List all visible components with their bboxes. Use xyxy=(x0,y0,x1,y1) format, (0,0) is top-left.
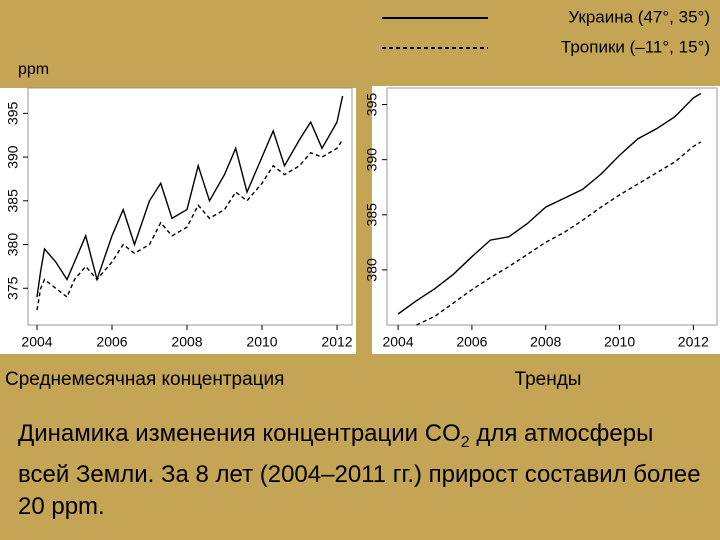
chart-caption: Среднемесячная концентрация xyxy=(5,369,284,390)
paragraph-text: для атмосферы всей Земли. За 8 лет (2004… xyxy=(18,420,701,520)
x-tick-label: 2012 xyxy=(678,334,709,350)
x-tick-label: 2010 xyxy=(246,334,277,350)
y-tick-label: 375 xyxy=(5,276,21,300)
y-tick-label: 380 xyxy=(364,258,380,282)
y-tick-label: 395 xyxy=(5,101,21,125)
paragraph: Динамика изменения концентрации CO2 для … xyxy=(18,418,708,523)
x-tick-label: 2006 xyxy=(456,334,487,350)
x-tick-label: 2010 xyxy=(604,334,635,350)
charts: Украина (47°, 35°) Тропики (–11°, 15°) 200… xyxy=(0,7,720,390)
series-line xyxy=(416,141,702,326)
y-axis-label: ppm xyxy=(18,61,49,78)
chart-caption: Тренды xyxy=(515,369,582,390)
legend-label: Тропики (–11°, 15°) xyxy=(561,37,710,56)
chart-background xyxy=(372,86,720,354)
paragraph-text: Динамика изменения концентрации CO xyxy=(18,420,461,447)
series-line xyxy=(36,95,344,298)
y-tick-label: 380 xyxy=(5,233,21,257)
x-tick-label: 2006 xyxy=(96,334,127,350)
subscript: 2 xyxy=(460,433,470,451)
chart-background xyxy=(0,88,356,354)
legend-label: Украина (47°, 35°) xyxy=(568,7,710,26)
y-tick-label: 385 xyxy=(5,189,21,213)
x-tick-label: 2012 xyxy=(321,334,352,350)
x-tick-label: 2008 xyxy=(530,334,561,350)
y-tick-label: 385 xyxy=(364,203,380,227)
y-tick-label: 390 xyxy=(364,148,380,172)
series-line xyxy=(397,92,702,315)
x-tick-label: 2004 xyxy=(382,334,413,350)
y-tick-label: 395 xyxy=(364,93,380,117)
y-tick-label: 390 xyxy=(5,145,21,169)
plot-frame xyxy=(386,87,718,326)
series-line xyxy=(36,139,344,311)
plot-frame xyxy=(27,87,353,326)
x-tick-label: 2008 xyxy=(171,334,202,350)
x-tick-label: 2004 xyxy=(21,334,52,350)
